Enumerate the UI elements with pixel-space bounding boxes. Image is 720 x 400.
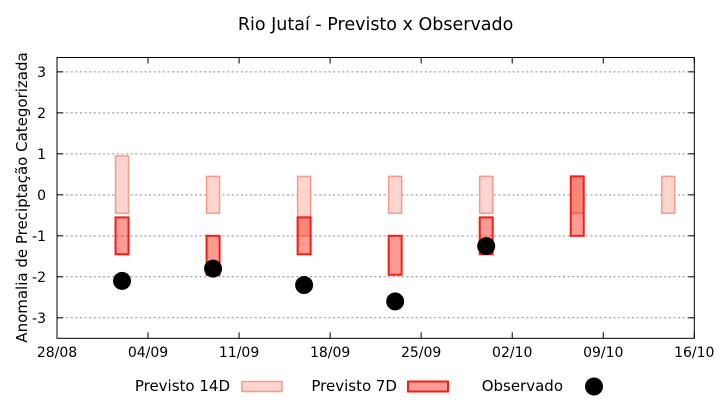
previsto-7d-bar xyxy=(569,175,585,237)
x-tick-label: 11/09 xyxy=(219,345,259,361)
previsto-14d-bar xyxy=(114,155,130,215)
x-tick-label: 18/09 xyxy=(310,345,350,361)
y-tick-label: 1 xyxy=(37,147,46,163)
previsto-7d-bar xyxy=(296,216,312,256)
previsto-14d-bar xyxy=(478,175,494,215)
plot-border xyxy=(56,57,695,339)
y-tick-label: 2 xyxy=(37,106,46,122)
previsto-7d-bars xyxy=(114,175,585,276)
y-tick-label: -2 xyxy=(32,270,46,286)
x-tick-label: 16/10 xyxy=(674,345,714,361)
x-tick-label: 04/09 xyxy=(128,345,168,361)
observado-dots xyxy=(113,237,496,311)
observado-dot xyxy=(295,276,314,295)
observado-dot xyxy=(113,271,132,290)
legend: Previsto 14D Previsto 7D Observado xyxy=(135,377,603,396)
y-tick-label: -1 xyxy=(32,229,46,245)
gridlines xyxy=(57,71,695,319)
x-tick-label: 25/09 xyxy=(401,345,441,361)
y-axis-ticks: -3 -2 -1 0 1 2 3 xyxy=(32,65,695,327)
legend-swatch-previsto-7d xyxy=(407,380,449,393)
chart-title: Rio Jutaí - Previsto x Observado xyxy=(238,15,514,35)
observado-dot xyxy=(204,259,223,278)
previsto-14d-bars xyxy=(114,155,676,237)
legend-swatch-observado xyxy=(585,377,603,396)
previsto-14d-bar xyxy=(387,175,403,215)
plot-frame xyxy=(56,57,695,339)
legend-label: Previsto 7D xyxy=(311,377,397,395)
y-tick-label: 3 xyxy=(37,65,46,81)
legend-swatch-previsto-14d xyxy=(241,380,283,393)
previsto-14d-bar xyxy=(296,175,312,237)
x-tick-label: 02/10 xyxy=(492,345,532,361)
observado-dot xyxy=(386,292,405,311)
y-tick-label: -3 xyxy=(32,311,46,327)
observado-dot xyxy=(477,237,496,256)
previsto-14d-bar xyxy=(661,175,676,215)
previsto-14d-bar xyxy=(205,175,221,215)
x-axis-ticks: 28/08 04/09 11/09 18/09 25/09 02/10 09/10 16/10 xyxy=(37,57,714,361)
x-tick-label: 28/08 xyxy=(37,345,77,361)
previsto-7d-bar xyxy=(114,216,130,256)
y-tick-label: 0 xyxy=(37,188,46,204)
y-axis-label: Anomalia de Preciptação Categorizada xyxy=(13,52,31,342)
x-tick-label: 09/10 xyxy=(583,345,623,361)
legend-label: Previsto 14D xyxy=(135,377,230,395)
previsto-7d-bar xyxy=(387,234,403,276)
legend-label: Observado xyxy=(482,377,563,395)
